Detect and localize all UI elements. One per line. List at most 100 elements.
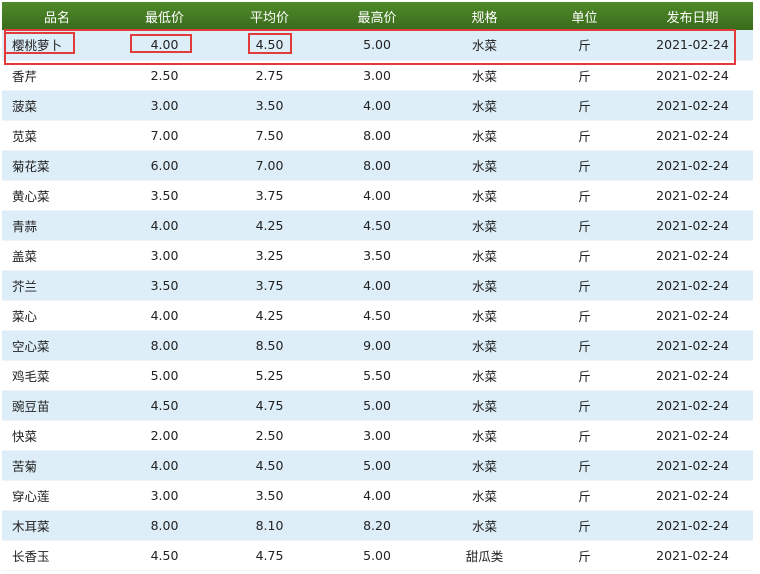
cell-min-price: 4.00 <box>112 210 217 241</box>
cell-name: 苋菜 <box>2 120 112 151</box>
cell-name: 芥兰 <box>2 270 112 301</box>
cell-spec: 水菜 <box>432 270 537 301</box>
cell-max-price: 4.50 <box>322 300 432 331</box>
price-table: 品名 最低价 平均价 最高价 规格 单位 发布日期 樱桃萝卜 4.00 4.50 5.00 水菜斤 2… <box>2 2 753 571</box>
table-row[interactable]: 苋菜 7.00 7.50 8.00 水菜斤 2021-02-24 <box>2 120 753 151</box>
cell-spec: 水菜 <box>432 60 537 91</box>
cell-unit: 斤 <box>537 120 632 151</box>
cell-unit: 斤 <box>537 510 632 541</box>
column-header-spec: 规格 <box>432 2 537 30</box>
column-header-name: 品名 <box>2 2 112 30</box>
cell-name: 长香玉 <box>2 540 112 571</box>
cell-name: 黄心菜 <box>2 180 112 211</box>
cell-avg-price: 8.50 <box>217 330 322 361</box>
cell-spec: 水菜 <box>432 420 537 451</box>
cell-unit: 斤 <box>537 240 632 271</box>
cell-name: 菜心 <box>2 300 112 331</box>
cell-avg-price: 5.25 <box>217 360 322 391</box>
table-row[interactable]: 樱桃萝卜 4.00 4.50 5.00 水菜斤 2021-02-24 <box>2 30 753 61</box>
cell-min-price: 2.00 <box>112 420 217 451</box>
table-body: 樱桃萝卜 4.00 4.50 5.00 水菜斤 2021-02-24 香芹 2.50 2.75 3… <box>2 30 753 571</box>
cell-min-price: 3.00 <box>112 480 217 511</box>
column-header-date: 发布日期 <box>632 2 753 30</box>
cell-date: 2021-02-24 <box>632 450 753 481</box>
cell-max-price: 8.00 <box>322 120 432 151</box>
cell-date: 2021-02-24 <box>632 330 753 361</box>
table-row[interactable]: 青蒜 4.00 4.25 4.50 水菜斤 2021-02-24 <box>2 210 753 241</box>
table-row[interactable]: 菜心 4.00 4.25 4.50 水菜斤 2021-02-24 <box>2 300 753 331</box>
cell-date: 2021-02-24 <box>632 300 753 331</box>
cell-min-price: 6.00 <box>112 150 217 181</box>
cell-date: 2021-02-24 <box>632 60 753 91</box>
cell-name: 豌豆苗 <box>2 390 112 421</box>
cell-spec: 水菜 <box>432 210 537 241</box>
cell-avg-price: 2.50 <box>217 420 322 451</box>
cell-unit: 斤 <box>537 150 632 181</box>
cell-unit: 斤 <box>537 420 632 451</box>
column-header-unit: 单位 <box>537 2 632 30</box>
table-row[interactable]: 菠菜 3.00 3.50 4.00 水菜斤 2021-02-24 <box>2 90 753 121</box>
cell-spec: 水菜 <box>432 450 537 481</box>
header-row: 品名 最低价 平均价 最高价 规格 单位 发布日期 <box>2 2 753 30</box>
cell-name: 青蒜 <box>2 210 112 241</box>
cell-avg-price: 7.00 <box>217 150 322 181</box>
cell-unit: 斤 <box>537 480 632 511</box>
cell-date: 2021-02-24 <box>632 480 753 511</box>
cell-avg-price: 3.75 <box>217 180 322 211</box>
table-row[interactable]: 盖菜 3.00 3.25 3.50 水菜斤 2021-02-24 <box>2 240 753 271</box>
cell-name: 苦菊 <box>2 450 112 481</box>
cell-unit: 斤 <box>537 270 632 301</box>
cell-min-price: 4.00 <box>112 300 217 331</box>
cell-date: 2021-02-24 <box>632 240 753 271</box>
column-header-min-price: 最低价 <box>112 2 217 30</box>
cell-date: 2021-02-24 <box>632 270 753 301</box>
cell-spec: 水菜 <box>432 360 537 391</box>
cell-name: 木耳菜 <box>2 510 112 541</box>
cell-date: 2021-02-24 <box>632 30 753 61</box>
table-row[interactable]: 空心菜 8.00 8.50 9.00 水菜斤 2021-02-24 <box>2 330 753 361</box>
cell-unit: 斤 <box>537 330 632 361</box>
cell-date: 2021-02-24 <box>632 210 753 241</box>
cell-max-price: 8.00 <box>322 150 432 181</box>
cell-max-price: 5.00 <box>322 390 432 421</box>
cell-max-price: 4.00 <box>322 180 432 211</box>
cell-min-price: 4.50 <box>112 390 217 421</box>
table-header: 品名 最低价 平均价 最高价 规格 单位 发布日期 <box>2 2 753 30</box>
cell-unit: 斤 <box>537 90 632 121</box>
cell-max-price: 4.00 <box>322 270 432 301</box>
cell-date: 2021-02-24 <box>632 150 753 181</box>
cell-unit: 斤 <box>537 60 632 91</box>
table-row[interactable]: 香芹 2.50 2.75 3.00 水菜斤 2021-02-24 <box>2 60 753 91</box>
column-header-max-price: 最高价 <box>322 2 432 30</box>
cell-min-price: 3.50 <box>112 180 217 211</box>
table-row[interactable]: 快菜 2.00 2.50 3.00 水菜斤 2021-02-24 <box>2 420 753 451</box>
table-row[interactable]: 苦菊 4.00 4.50 5.00 水菜斤 2021-02-24 <box>2 450 753 481</box>
cell-max-price: 5.00 <box>322 450 432 481</box>
cell-name: 空心菜 <box>2 330 112 361</box>
table-row[interactable]: 鸡毛菜 5.00 5.25 5.50 水菜斤 2021-02-24 <box>2 360 753 391</box>
cell-unit: 斤 <box>537 450 632 481</box>
cell-min-price: 4.50 <box>112 540 217 571</box>
cell-spec: 水菜 <box>432 390 537 421</box>
table-row[interactable]: 菊花菜 6.00 7.00 8.00 水菜斤 2021-02-24 <box>2 150 753 181</box>
cell-date: 2021-02-24 <box>632 360 753 391</box>
cell-max-price: 3.50 <box>322 240 432 271</box>
cell-max-price: 5.00 <box>322 30 432 61</box>
table-row[interactable]: 穿心莲 3.00 3.50 4.00 水菜斤 2021-02-24 <box>2 480 753 511</box>
cell-min-price: 5.00 <box>112 360 217 391</box>
table-row[interactable]: 黄心菜 3.50 3.75 4.00 水菜斤 2021-02-24 <box>2 180 753 211</box>
cell-spec: 水菜 <box>432 240 537 271</box>
cell-avg-price: 3.50 <box>217 480 322 511</box>
cell-unit: 斤 <box>537 360 632 391</box>
table-row[interactable]: 长香玉 4.50 4.75 5.00 甜瓜类斤 2021-02-24 <box>2 540 753 571</box>
cell-avg-price: 4.50 <box>217 30 322 61</box>
cell-min-price: 3.00 <box>112 90 217 121</box>
table-row[interactable]: 芥兰 3.50 3.75 4.00 水菜斤 2021-02-24 <box>2 270 753 301</box>
table-row[interactable]: 木耳菜 8.00 8.10 8.20 水菜斤 2021-02-24 <box>2 510 753 541</box>
cell-unit: 斤 <box>537 180 632 211</box>
cell-name: 鸡毛菜 <box>2 360 112 391</box>
cell-unit: 斤 <box>537 300 632 331</box>
cell-spec: 水菜 <box>432 480 537 511</box>
table-row[interactable]: 豌豆苗 4.50 4.75 5.00 水菜斤 2021-02-24 <box>2 390 753 421</box>
